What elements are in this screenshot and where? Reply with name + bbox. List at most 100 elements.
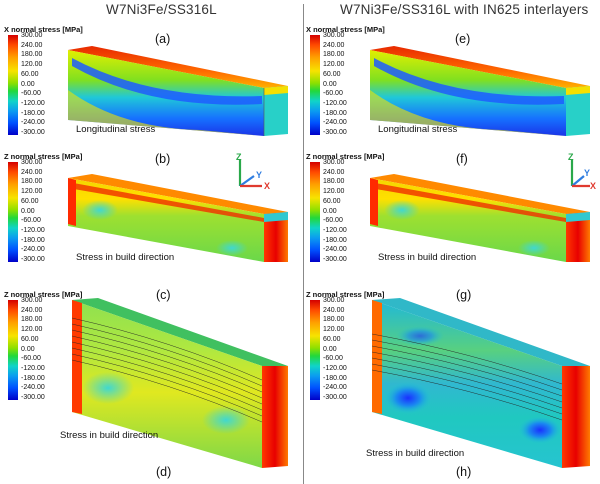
colorbar-tick-label: -180.00 [323, 236, 347, 244]
colorbar-tick-label: 180.00 [21, 316, 43, 324]
axis-y-label-left: Y [256, 170, 263, 180]
colorbar-tick-label: 300.00 [323, 297, 345, 304]
colorbar-tick-label: -300.00 [323, 129, 347, 136]
colorbar-tick-label: 0.00 [21, 207, 35, 215]
panel-label-c: (c) [156, 288, 171, 302]
axis-y-label-right: Y [584, 168, 591, 178]
legend-colorbar [8, 35, 18, 135]
colorbar-tick-label: -180.00 [323, 374, 347, 382]
panel-label-b: (b) [155, 152, 171, 166]
panel-label-e: (e) [455, 32, 471, 46]
panel-label-f: (f) [456, 152, 468, 166]
colorbar-tick-label: 240.00 [323, 168, 345, 176]
colorbar-tick-label: -60.00 [21, 355, 41, 363]
colorbar-tick-label: 180.00 [21, 51, 43, 59]
colorbar-tick-label: 120.00 [21, 61, 43, 69]
colorbar-tick-label: -240.00 [323, 384, 347, 392]
colorbar-tick-label: -240.00 [21, 246, 45, 254]
colorbar-tick-label: -180.00 [21, 236, 45, 244]
colorbar-tick-label: -300.00 [323, 256, 347, 263]
legend-colorbar [8, 300, 18, 400]
legend-f: Z normal stress [MPa] 300.00 240.00 180.00… [306, 152, 384, 264]
colorbar-tick-label: -120.00 [323, 364, 347, 372]
legend-title: X normal stress [MPa] [4, 25, 83, 34]
legend-title: Z normal stress [MPa] [4, 152, 83, 161]
colorbar-tick-label: 240.00 [21, 41, 43, 49]
axis-x-label-left: X [264, 181, 271, 191]
colorbar-tick-label: 60.00 [21, 335, 39, 343]
colorbar-tick-label: 240.00 [21, 306, 43, 314]
caption-f: Stress in build direction [378, 252, 477, 263]
colorbar-tick-label: 300.00 [323, 32, 345, 39]
colorbar-tick-label: 300.00 [21, 159, 43, 166]
beam-model-f [370, 174, 590, 262]
colorbar-tick-label: -60.00 [21, 90, 41, 98]
axis-x-label-right: X [590, 181, 597, 191]
colorbar-tick-label: 120.00 [21, 188, 43, 196]
block-model-g [371, 298, 590, 468]
colorbar-tick-label: 0.00 [21, 345, 35, 353]
colorbar-tick-label: 240.00 [323, 41, 345, 49]
colorbar-tick-label: 240.00 [323, 306, 345, 314]
colorbar-tick-label: -60.00 [21, 217, 41, 225]
colorbar-tick-label: 240.00 [21, 168, 43, 176]
colorbar-tick-label: 0.00 [323, 207, 337, 215]
colorbar-tick-label: 120.00 [323, 188, 345, 196]
colorbar-tick-label: 60.00 [21, 70, 39, 78]
colorbar-tick-label: 180.00 [21, 178, 43, 186]
colorbar-tick-label: 60.00 [21, 197, 39, 205]
colorbar-tick-label: 60.00 [323, 335, 341, 343]
colorbar-tick-label: -300.00 [323, 394, 347, 401]
colorbar-tick-label: 120.00 [323, 326, 345, 334]
legend-a: X normal stress [MPa] 300.00 240.00 180.00… [4, 25, 83, 137]
colorbar-tick-label: -120.00 [21, 364, 45, 372]
colorbar-tick-label: -60.00 [323, 217, 343, 225]
colorbar-tick-label: 60.00 [323, 70, 341, 78]
colorbar-tick-label: -240.00 [323, 119, 347, 127]
legend-colorbar [8, 162, 18, 262]
colorbar-tick-label: 0.00 [21, 80, 35, 88]
colorbar-tick-label: -240.00 [21, 384, 45, 392]
legend-title: X normal stress [MPa] [306, 25, 385, 34]
legend-colorbar [310, 300, 320, 400]
colorbar-tick-label: 120.00 [323, 61, 345, 69]
beam-model-b [68, 174, 288, 262]
colorbar-tick-label: -120.00 [323, 226, 347, 234]
legend-g: Z normal stress [MPa] 300.00 240.00 180.00… [306, 290, 384, 402]
legend-b: Z normal stress [MPa] 300.00 240.00 180.00… [4, 152, 82, 264]
legend-title: Z normal stress [MPa] [306, 290, 385, 299]
layer-lines-g [371, 333, 563, 421]
panel-label-g: (g) [456, 288, 472, 302]
panel-label-a: (a) [155, 32, 171, 46]
colorbar-tick-label: 180.00 [323, 316, 345, 324]
colorbar-tick-label: 300.00 [21, 297, 43, 304]
caption-c: Stress in build direction [60, 430, 159, 441]
legend-e: X normal stress [MPa] 300.00 240.00 180.00… [306, 25, 385, 137]
caption-g: Stress in build direction [366, 448, 465, 459]
colorbar-tick-label: -60.00 [323, 355, 343, 363]
column-title-left: W7Ni3Fe/SS316L [106, 2, 217, 17]
colorbar-tick-label: -300.00 [21, 256, 45, 263]
legend-title: Z normal stress [MPa] [306, 152, 385, 161]
legend-c: Z normal stress [MPa] 300.00 240.00 180.00… [4, 290, 82, 402]
column-title-right: W7Ni3Fe/SS316L with IN625 interlayers [340, 2, 589, 17]
axis-triad-left [238, 160, 262, 188]
colorbar-tick-label: 300.00 [21, 32, 43, 39]
caption-a: Longitudinal stress [76, 124, 156, 135]
legend-title: Z normal stress [MPa] [4, 290, 83, 299]
colorbar-tick-label: 180.00 [323, 178, 345, 186]
colorbar-tick-label: 120.00 [21, 326, 43, 334]
panel-label-d: (d) [156, 465, 172, 479]
layer-lines-c [71, 317, 263, 423]
colorbar-tick-label: -60.00 [323, 90, 343, 98]
colorbar-tick-label: -180.00 [323, 109, 347, 117]
axis-z-label-left: Z [236, 152, 242, 162]
colorbar-tick-label: 0.00 [323, 345, 337, 353]
axis-z-label-right: Z [568, 152, 574, 162]
beam-model-a [68, 46, 288, 136]
block-model-c [71, 298, 288, 468]
colorbar-tick-label: -240.00 [323, 246, 347, 254]
colorbar-tick-label: 0.00 [323, 80, 337, 88]
panel-label-h: (h) [456, 465, 472, 479]
legend-colorbar [310, 162, 320, 262]
